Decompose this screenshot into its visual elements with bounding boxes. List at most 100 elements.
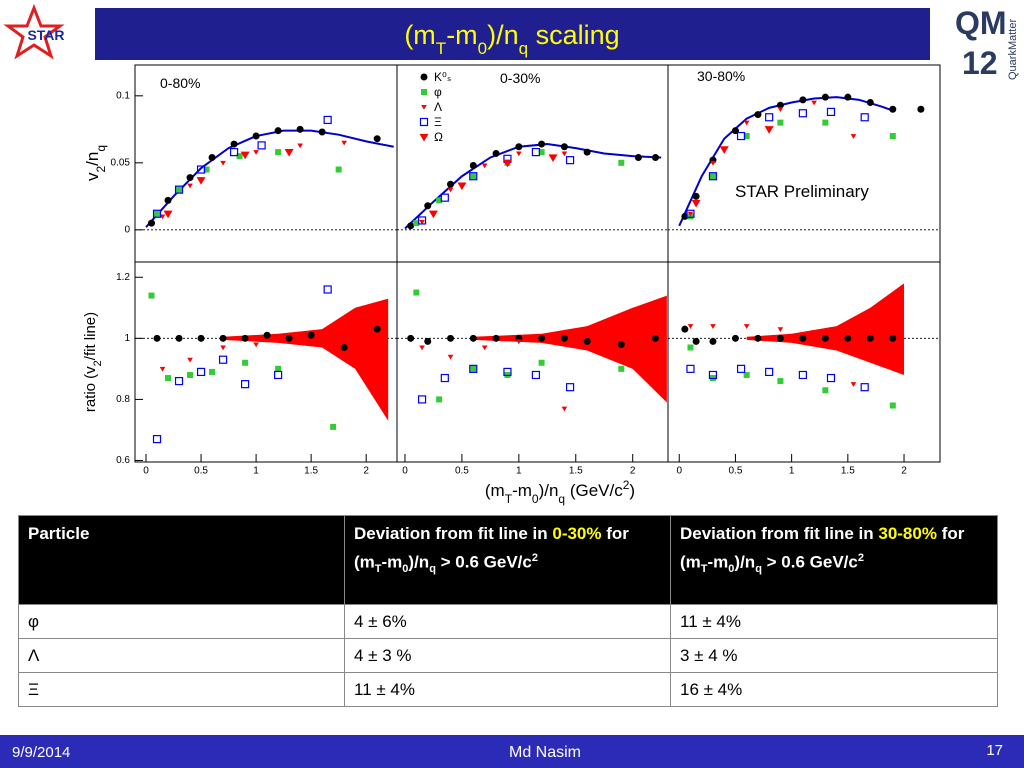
point	[481, 163, 488, 169]
x-tick-label: 0.5	[455, 466, 469, 477]
point	[187, 183, 193, 189]
header-sup: 2	[531, 552, 538, 564]
point	[719, 146, 729, 154]
point	[651, 153, 659, 161]
x-tick-label: 2	[363, 466, 369, 477]
point	[560, 334, 568, 342]
legend-label: φ	[434, 85, 442, 99]
point	[754, 334, 762, 342]
point	[538, 149, 545, 156]
fit-uncertainty-band	[473, 295, 667, 403]
x-tick-label: 0.5	[194, 466, 208, 477]
point	[297, 143, 303, 149]
point	[776, 334, 784, 342]
point	[340, 343, 348, 351]
panel-label: 0-80%	[160, 75, 200, 91]
point	[447, 334, 455, 342]
y-tick-label: 0.05	[111, 157, 131, 168]
point	[866, 99, 874, 107]
y-tick-label: 0	[124, 224, 130, 235]
point	[219, 334, 227, 342]
point	[583, 337, 591, 345]
point	[257, 141, 266, 150]
point	[297, 339, 303, 345]
header-text: Particle	[28, 524, 90, 543]
point	[220, 345, 226, 351]
point	[844, 93, 852, 101]
point	[765, 113, 774, 122]
point	[548, 154, 558, 162]
point	[889, 105, 897, 113]
point	[822, 119, 829, 126]
point	[561, 151, 568, 157]
point	[428, 210, 438, 219]
point	[413, 289, 420, 296]
point	[799, 334, 807, 342]
point	[531, 148, 541, 157]
legend-label: Λ	[434, 100, 442, 114]
point	[413, 220, 420, 227]
point	[821, 93, 829, 101]
star-logo-text: STAR	[27, 27, 64, 43]
point	[424, 337, 432, 345]
point	[743, 133, 750, 140]
point	[860, 383, 869, 392]
cell: Λ	[18, 638, 345, 673]
y-tick-label: 1.2	[116, 272, 130, 283]
cell: 3 ± 4 %	[670, 638, 998, 673]
point	[743, 371, 750, 378]
legend-marker	[419, 117, 429, 127]
header-text: for (m	[354, 524, 629, 572]
point	[687, 344, 694, 351]
point	[826, 373, 836, 383]
point	[889, 402, 896, 409]
point	[866, 334, 874, 342]
point	[153, 334, 161, 342]
point	[686, 209, 695, 218]
header-sub: q	[755, 563, 762, 576]
point	[253, 150, 259, 155]
point	[424, 202, 432, 210]
point	[515, 143, 523, 151]
qm-logo-number: 12	[962, 45, 998, 81]
slide-title: (mT-m0)/nq scaling	[404, 20, 619, 58]
point	[152, 434, 162, 444]
point	[197, 334, 205, 342]
title-bar	[95, 8, 930, 60]
point	[917, 105, 925, 113]
point	[196, 165, 206, 174]
point	[736, 131, 746, 141]
point	[708, 172, 718, 181]
point	[617, 340, 625, 348]
bottom-y-axis-label: ratio (v2/fit line)	[82, 312, 104, 412]
point	[152, 209, 162, 218]
point	[710, 160, 716, 166]
point	[708, 370, 718, 380]
cell: 11 ± 4%	[344, 672, 671, 707]
qm-logo-side: QuarkMatter	[1007, 19, 1019, 80]
point	[196, 177, 206, 185]
point	[618, 365, 625, 372]
point	[565, 383, 575, 392]
point	[692, 192, 700, 200]
point	[798, 109, 807, 118]
x-tick-label: 0	[402, 466, 408, 477]
point	[187, 371, 194, 378]
point	[470, 173, 477, 180]
point	[743, 324, 750, 329]
x-axis-label: (mT-m0)/nq (GeV/c2)	[485, 478, 635, 506]
fit-line	[404, 143, 662, 230]
point	[531, 370, 541, 380]
point	[253, 342, 259, 348]
cell: Ξ	[18, 672, 345, 707]
point	[618, 159, 625, 166]
point	[323, 285, 332, 294]
point	[341, 140, 347, 146]
fit-uncertainty-band	[746, 283, 905, 375]
cell: 4 ± 6%	[344, 604, 671, 639]
header-text: > 0.6 GeV/c	[761, 552, 858, 572]
point	[765, 367, 774, 377]
x-tick-label: 1.5	[304, 466, 318, 477]
header-text: )/n	[734, 552, 756, 572]
